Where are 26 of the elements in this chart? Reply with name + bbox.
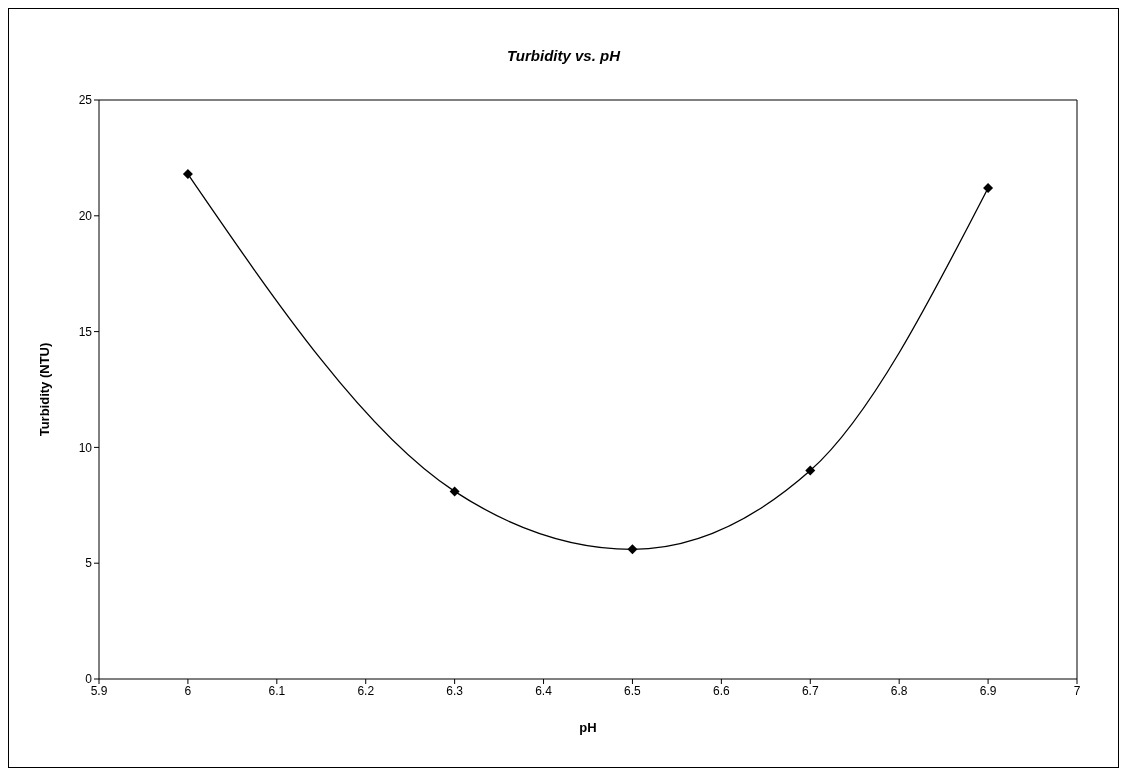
x-tick-label: 6.4 (535, 683, 553, 698)
x-tick-label: 6.1 (268, 683, 286, 698)
chart-title: Turbidity vs. pH (505, 46, 622, 64)
y-tick-label: 0 (85, 672, 93, 687)
y-axis-title: Turbidity (NTU) (36, 342, 52, 437)
x-axis-title: pH (579, 720, 597, 735)
x-tick-label: 6 (184, 683, 192, 698)
point (182, 169, 193, 180)
x-tick-label: 6.6 (713, 683, 731, 698)
point (805, 465, 816, 476)
point (449, 486, 460, 497)
y-tick-label: 15 (78, 324, 93, 339)
x-tick-label: 6.5 (624, 683, 642, 698)
y-tick-label: 25 (78, 93, 93, 108)
y-tick-label: 20 (78, 209, 93, 224)
x-tick-label: 6.8 (890, 683, 908, 698)
point (627, 544, 638, 555)
x-tick-label: 6.2 (357, 683, 375, 698)
y-tick-label: 10 (78, 440, 93, 455)
x-tick-label: 6.3 (446, 683, 464, 698)
point (983, 183, 994, 194)
x-tick-label: 6.9 (979, 683, 997, 698)
y-tick-label: 5 (85, 556, 93, 571)
x-tick-label: 6.7 (801, 683, 819, 698)
x-tick-label: 7 (1073, 683, 1081, 698)
x-tick-label: 5.9 (90, 683, 108, 698)
